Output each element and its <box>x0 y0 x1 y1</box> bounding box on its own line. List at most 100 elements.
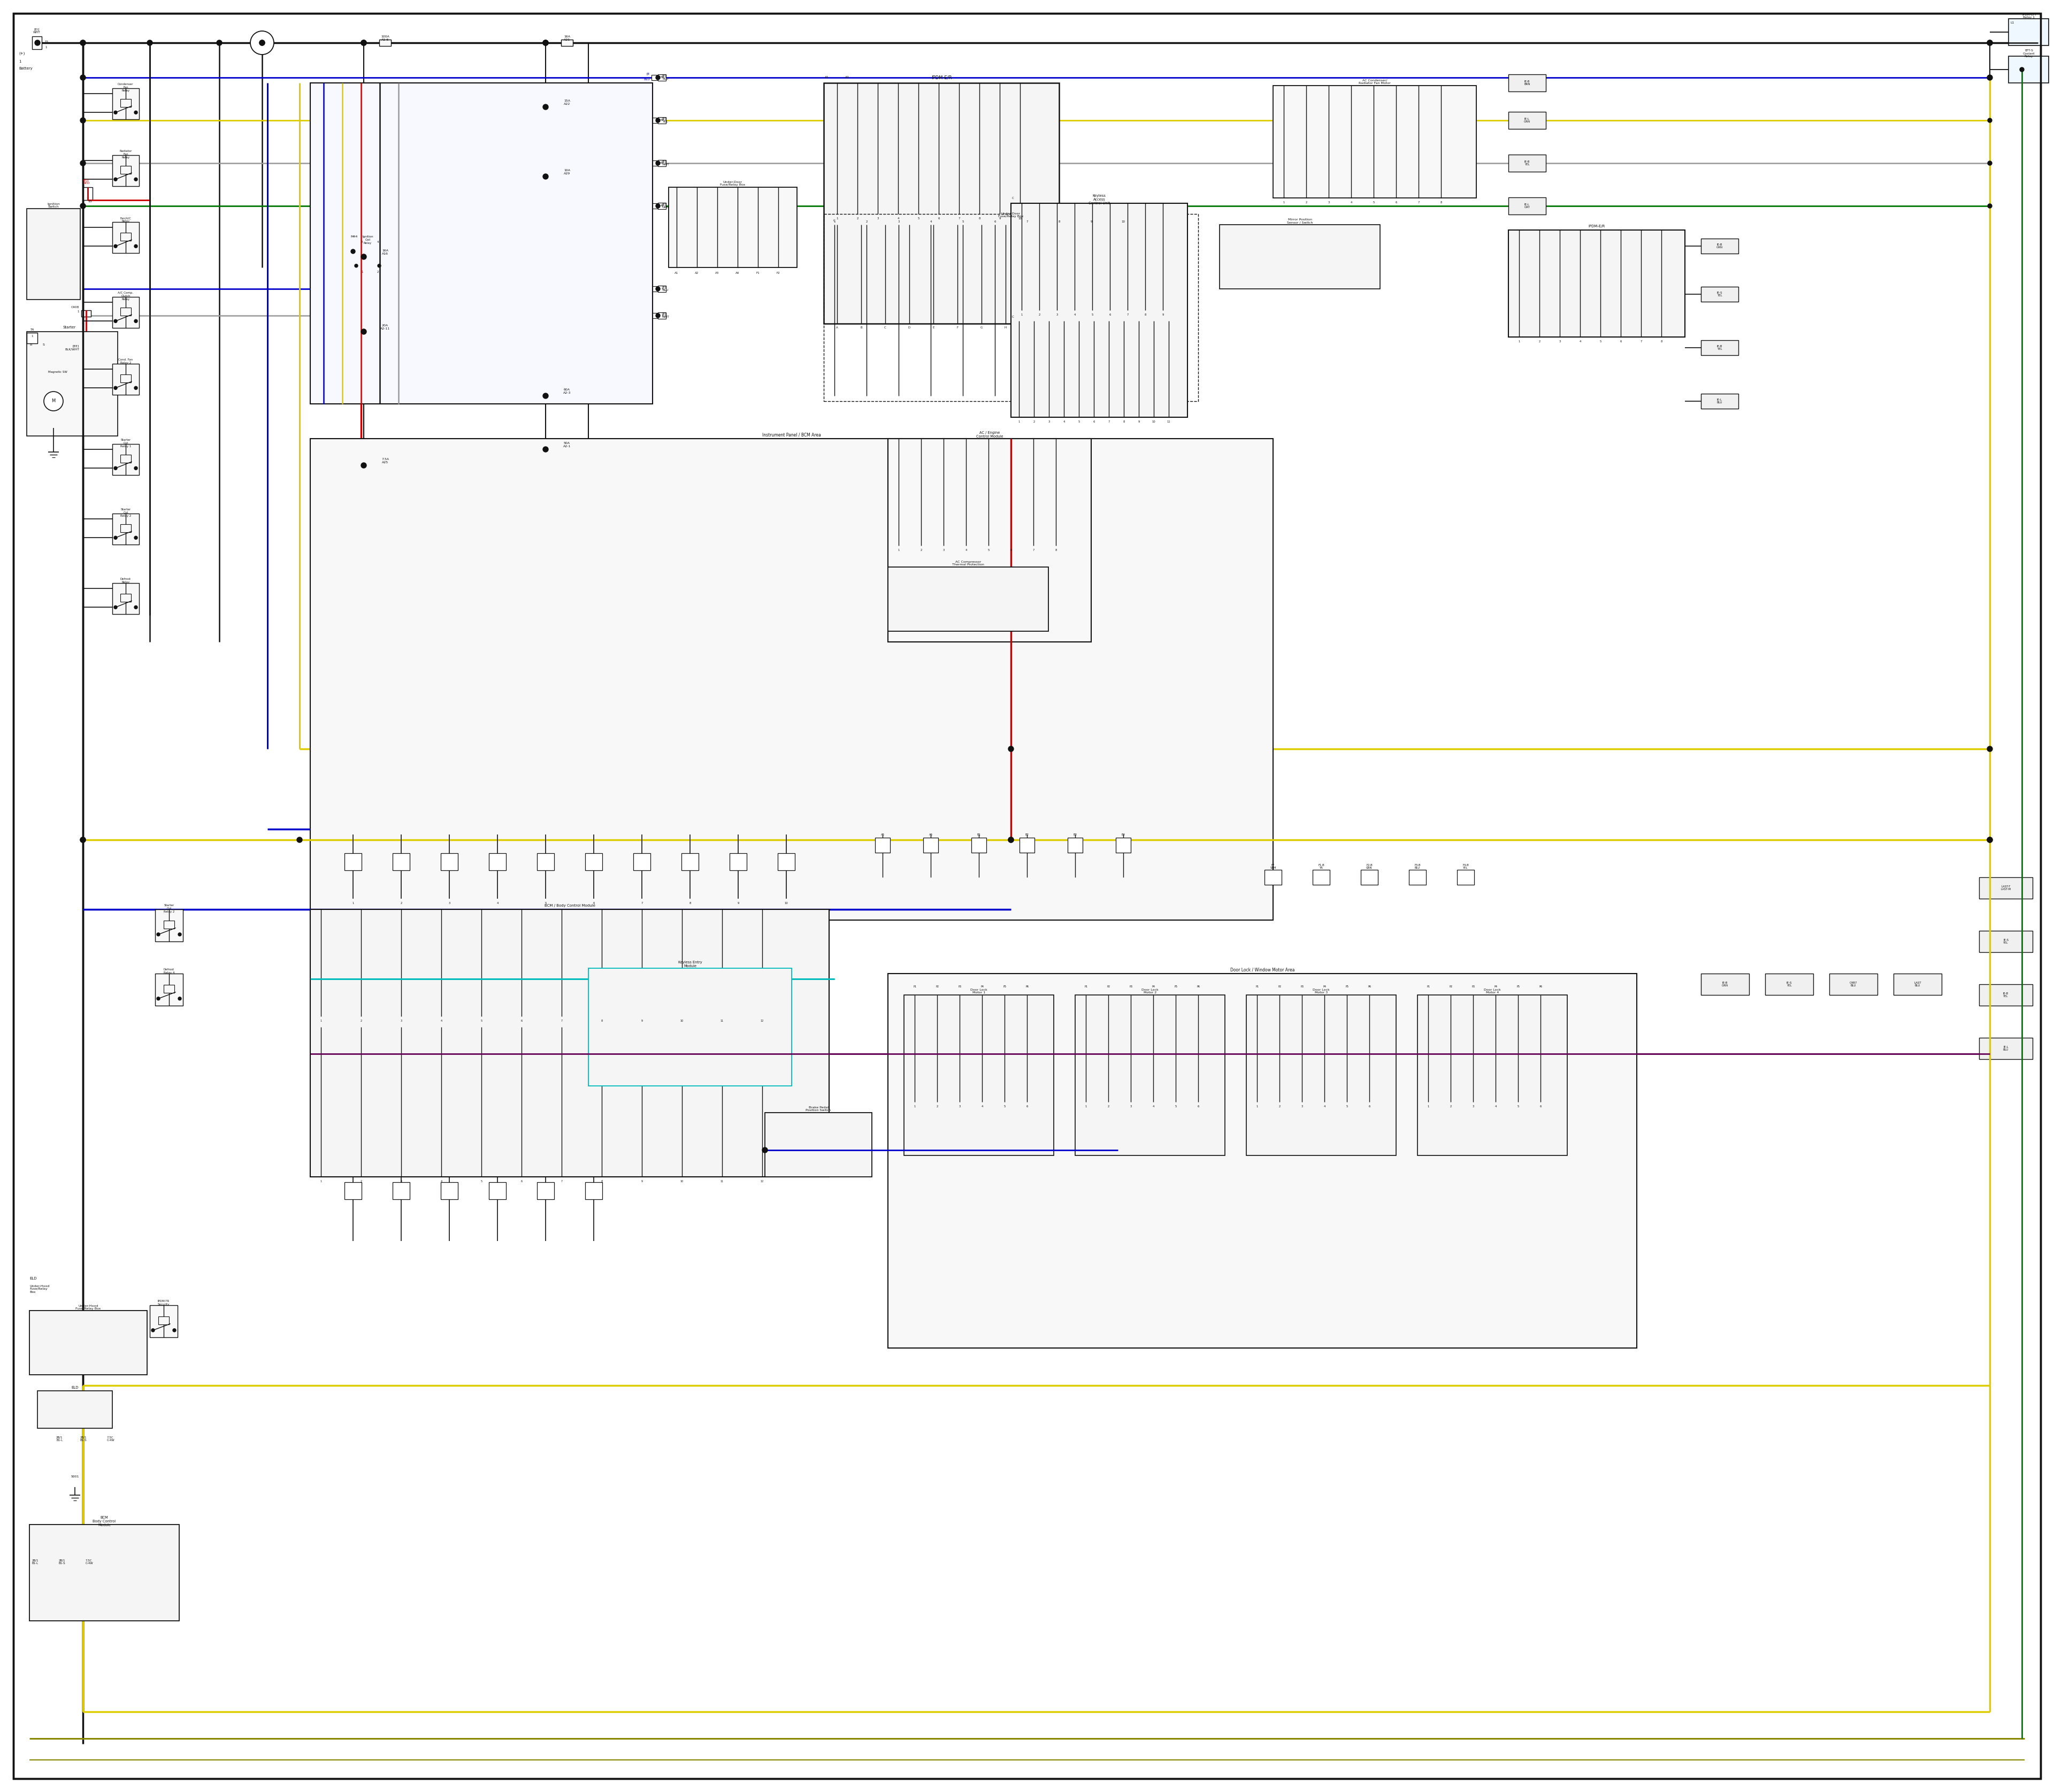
Bar <box>1019 837 1035 853</box>
Bar <box>875 837 889 853</box>
Text: S: S <box>43 344 45 346</box>
Circle shape <box>134 466 138 470</box>
Bar <box>657 73 665 81</box>
Bar <box>1508 154 1547 172</box>
Text: Defrost
Relay: Defrost Relay <box>121 577 131 584</box>
Circle shape <box>259 39 265 45</box>
Circle shape <box>80 39 86 45</box>
Circle shape <box>134 536 138 539</box>
Bar <box>392 1183 409 1199</box>
Bar <box>29 1310 148 1374</box>
Text: F4-B
YEL: F4-B YEL <box>1462 864 1469 869</box>
Text: 10: 10 <box>680 1020 684 1021</box>
Bar <box>310 439 1273 919</box>
Bar <box>1701 287 1738 301</box>
Bar <box>651 75 661 81</box>
Bar <box>121 593 131 602</box>
Circle shape <box>542 392 548 398</box>
Text: B1: B1 <box>978 833 980 835</box>
Bar <box>1764 973 1814 995</box>
Bar <box>1894 973 1941 995</box>
Bar <box>156 973 183 1005</box>
Circle shape <box>80 202 86 208</box>
Bar <box>489 1183 505 1199</box>
Bar <box>121 99 131 108</box>
Text: A2: A2 <box>694 271 698 274</box>
Bar <box>113 364 140 394</box>
Text: P2: P2 <box>1107 986 1109 987</box>
Text: P3: P3 <box>957 986 961 987</box>
Text: 12: 12 <box>760 1179 764 1183</box>
Text: G: G <box>980 326 982 330</box>
Bar <box>113 222 140 253</box>
Text: 2B/1
B1-L: 2B/1 B1-L <box>33 1559 39 1564</box>
Text: Under-Door
Fuse/Relay Box: Under-Door Fuse/Relay Box <box>721 181 746 186</box>
Text: (+): (+) <box>18 52 25 56</box>
Text: BLU: BLU <box>643 77 649 81</box>
Bar <box>121 455 131 462</box>
Circle shape <box>655 204 659 208</box>
Text: IE-B
BRN: IE-B BRN <box>1524 81 1530 86</box>
Circle shape <box>134 319 138 323</box>
Circle shape <box>1986 39 1992 45</box>
Text: ELD: ELD <box>72 1385 78 1389</box>
Bar <box>362 253 374 260</box>
Text: C408: C408 <box>72 306 80 308</box>
Bar <box>1409 869 1425 885</box>
Circle shape <box>655 287 659 290</box>
Text: [EE]
BLK/WHT: [EE] BLK/WHT <box>66 344 80 351</box>
Circle shape <box>2019 68 2023 72</box>
Text: IE-B
YEL: IE-B YEL <box>1524 159 1530 167</box>
Bar <box>1220 224 1380 289</box>
Bar <box>1011 202 1187 418</box>
Bar <box>657 159 665 167</box>
Bar <box>561 104 573 109</box>
Bar <box>150 1305 177 1337</box>
Bar <box>1360 869 1378 885</box>
Circle shape <box>298 837 302 842</box>
Circle shape <box>1009 837 1013 842</box>
Circle shape <box>80 161 86 167</box>
Text: IE-B
YEL: IE-B YEL <box>2003 993 2009 998</box>
Text: F7
SRM: F7 SRM <box>1269 864 1276 869</box>
Circle shape <box>113 536 117 539</box>
Circle shape <box>173 1328 177 1331</box>
Bar <box>121 233 131 240</box>
Circle shape <box>1986 39 1992 45</box>
Bar <box>1830 973 1877 995</box>
Bar <box>904 995 1054 1156</box>
Text: P5: P5 <box>1516 986 1520 987</box>
Bar <box>1273 86 1477 197</box>
Bar <box>1980 984 2033 1005</box>
Bar <box>657 116 665 124</box>
Text: P1: P1 <box>1085 986 1087 987</box>
Bar <box>489 853 505 871</box>
Bar <box>887 566 1048 631</box>
Text: 2B/1
B1-S: 2B/1 B1-S <box>80 1435 86 1443</box>
Circle shape <box>1988 204 1992 208</box>
Bar <box>380 39 390 47</box>
Bar <box>670 186 797 267</box>
Text: Battery: Battery <box>18 66 33 70</box>
Text: A6: A6 <box>928 833 933 835</box>
Circle shape <box>655 314 659 317</box>
Text: EFT-S
Coolant
Relay: EFT-S Coolant Relay <box>2023 48 2036 57</box>
Text: C4B7
BLU: C4B7 BLU <box>1849 982 1857 987</box>
Text: P6: P6 <box>1538 986 1543 987</box>
Bar <box>27 332 117 435</box>
Text: P1: P1 <box>1255 986 1259 987</box>
Circle shape <box>179 934 181 935</box>
Bar <box>1701 394 1738 409</box>
Text: Ignition
Coil
Relay: Ignition Coil Relay <box>362 235 374 244</box>
Circle shape <box>134 177 138 181</box>
Text: 16A
A16: 16A A16 <box>382 249 388 254</box>
Text: Under-Hood
Fuse/Relay
Box: Under-Hood Fuse/Relay Box <box>29 1285 49 1294</box>
Circle shape <box>1986 837 1992 842</box>
Text: Door Lock
Motor 3: Door Lock Motor 3 <box>1313 989 1329 995</box>
Bar <box>657 312 665 319</box>
Text: AC Condenser/
Radiator Fan Motor: AC Condenser/ Radiator Fan Motor <box>1358 79 1391 84</box>
Bar <box>121 525 131 532</box>
Text: ELD: ELD <box>29 1278 37 1279</box>
Text: 7.5C
C-4W: 7.5C C-4W <box>107 1435 115 1443</box>
Bar <box>729 853 748 871</box>
